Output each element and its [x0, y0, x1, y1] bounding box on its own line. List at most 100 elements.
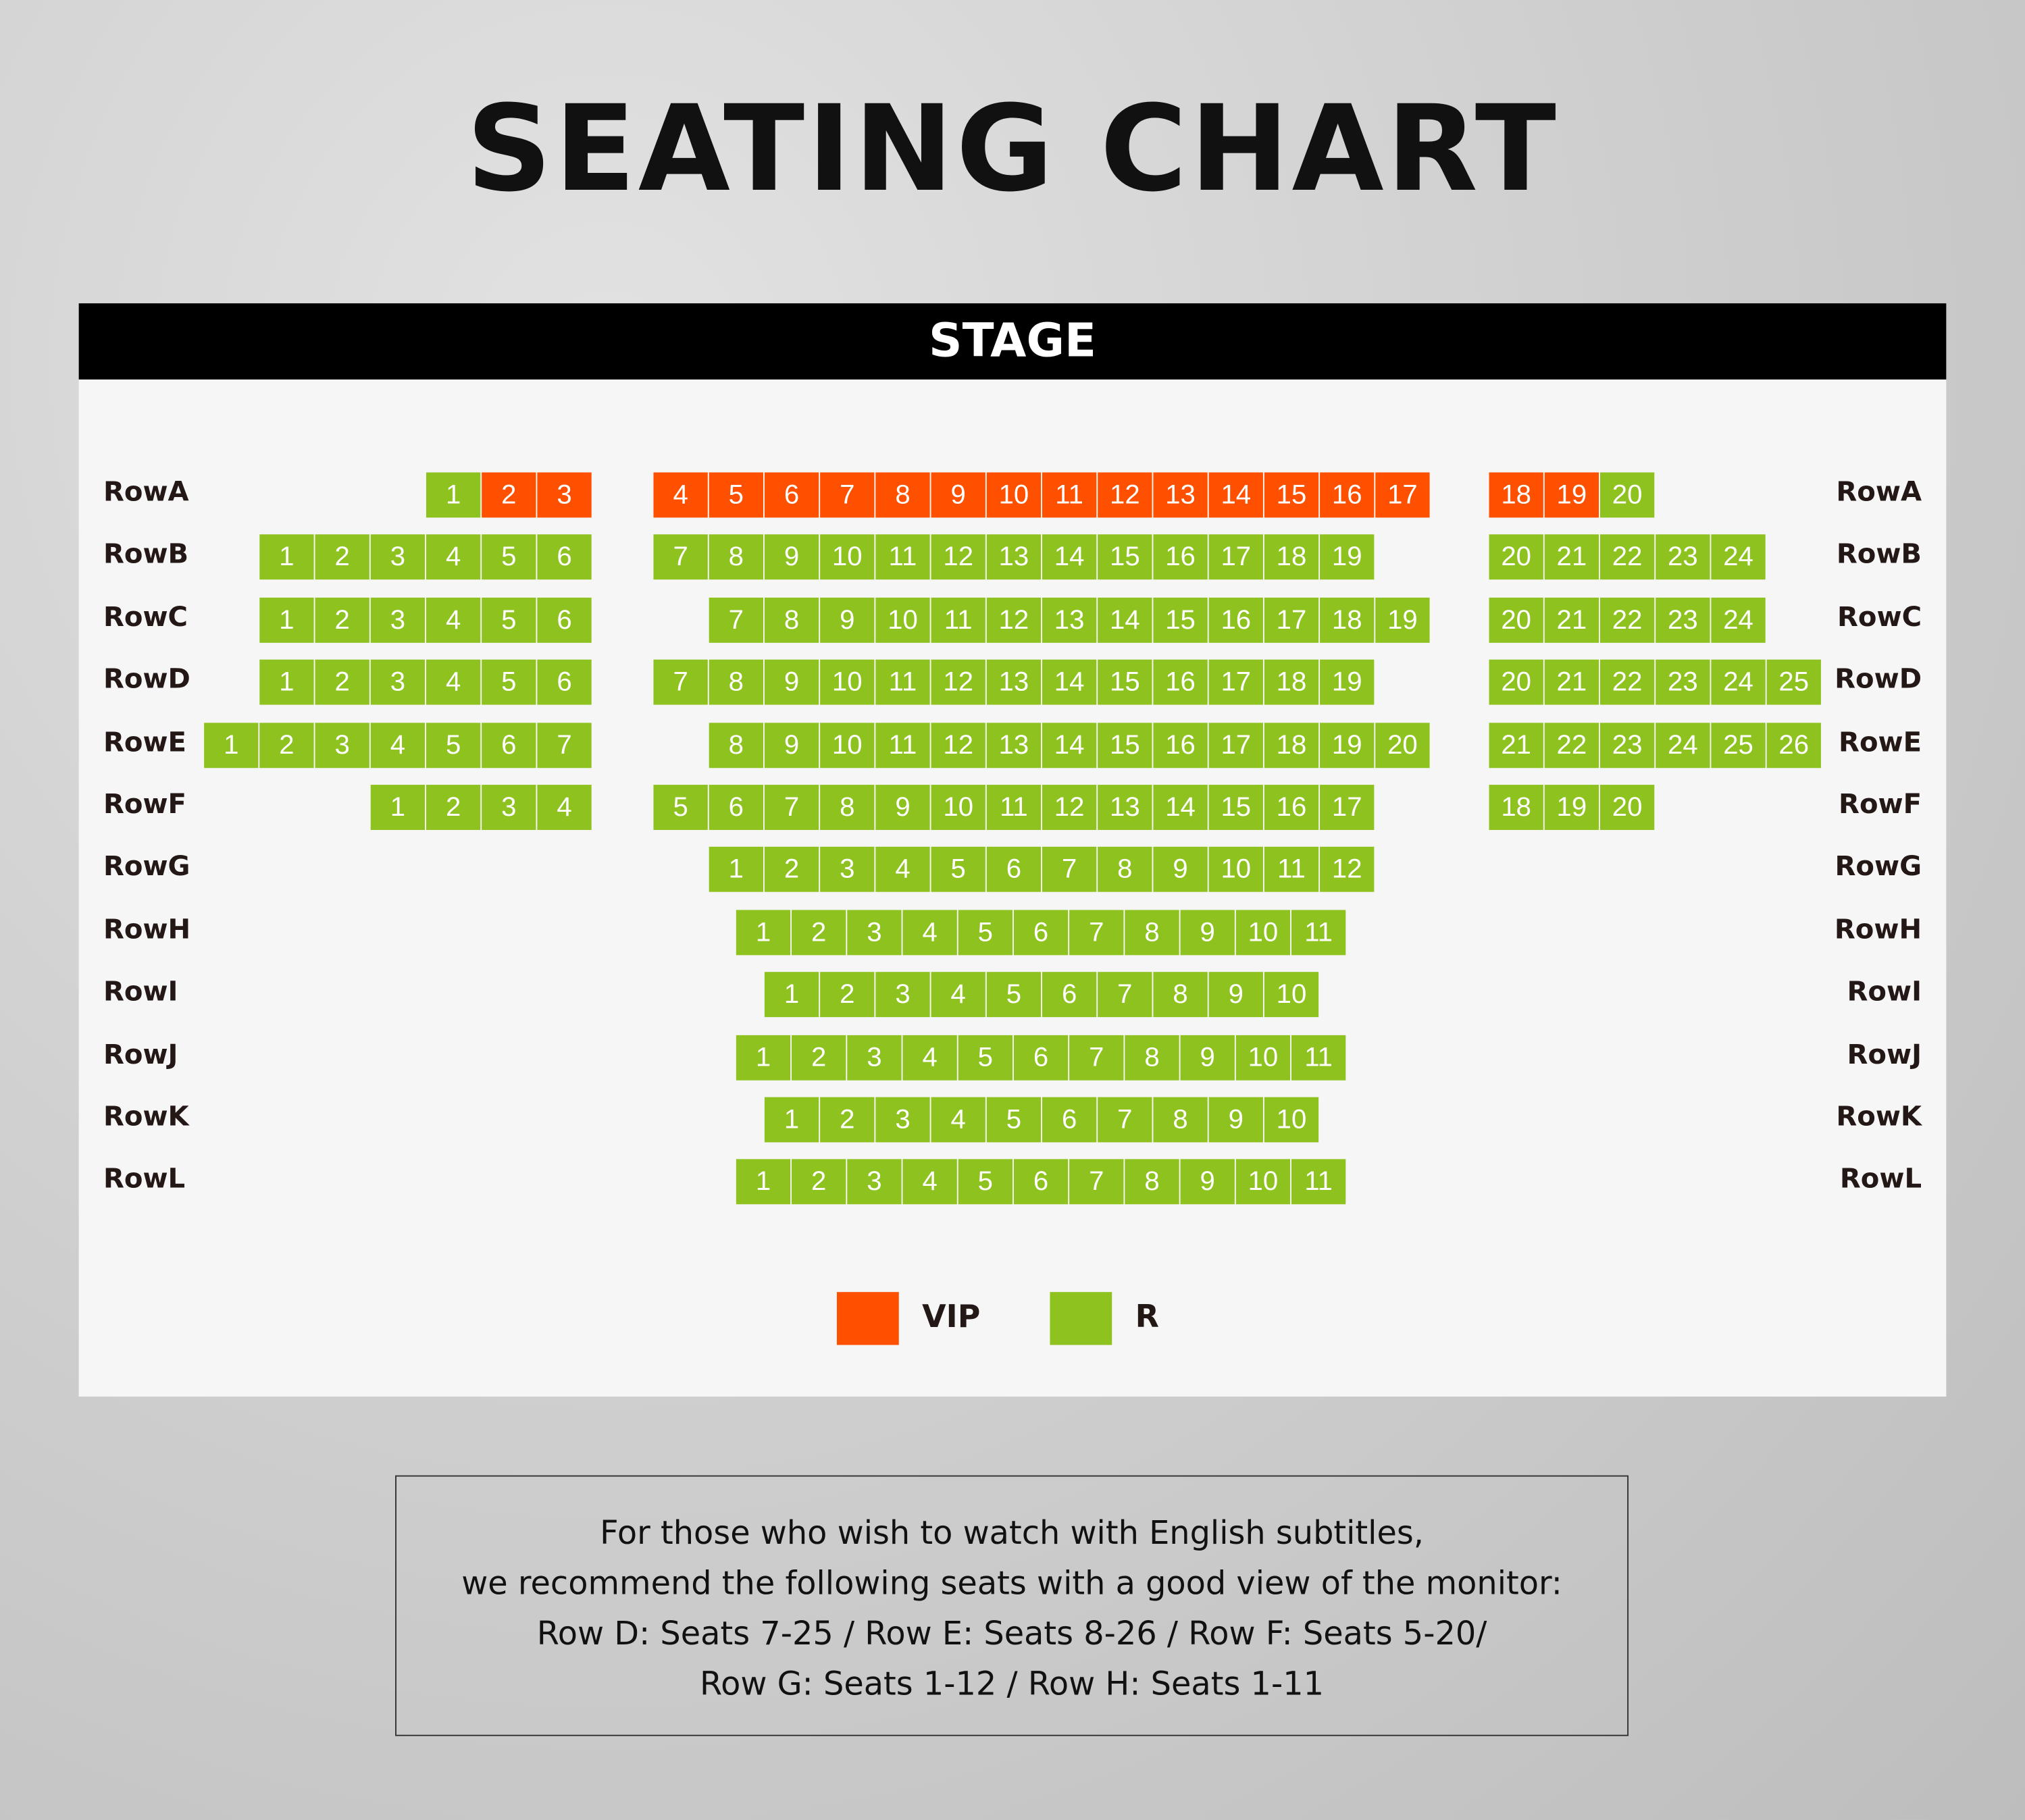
seat-e-25[interactable]: 25	[1711, 722, 1766, 768]
seat-e-3[interactable]: 3	[315, 722, 369, 768]
seat-b-20[interactable]: 20	[1489, 535, 1543, 580]
seat-a-16[interactable]: 16	[1320, 472, 1375, 518]
seat-d-25[interactable]: 25	[1766, 660, 1821, 705]
seat-b-14[interactable]: 14	[1042, 535, 1097, 580]
seat-c-18[interactable]: 18	[1320, 597, 1375, 643]
seat-k-4[interactable]: 4	[931, 1097, 985, 1143]
seat-g-1[interactable]: 1	[709, 847, 763, 893]
seat-f-2[interactable]: 2	[426, 785, 481, 830]
seat-a-1[interactable]: 1	[426, 472, 481, 518]
seat-b-11[interactable]: 11	[875, 535, 930, 580]
seat-h-5[interactable]: 5	[958, 910, 1013, 955]
seat-f-16[interactable]: 16	[1264, 785, 1319, 830]
seat-k-10[interactable]: 10	[1264, 1097, 1319, 1143]
seat-c-2[interactable]: 2	[315, 597, 369, 643]
seat-f-7[interactable]: 7	[764, 785, 819, 830]
seat-d-12[interactable]: 12	[931, 660, 985, 705]
seat-a-14[interactable]: 14	[1208, 472, 1263, 518]
seat-a-5[interactable]: 5	[709, 472, 763, 518]
seat-c-6[interactable]: 6	[537, 597, 592, 643]
seat-d-5[interactable]: 5	[482, 660, 536, 705]
seat-h-11[interactable]: 11	[1291, 910, 1346, 955]
seat-h-2[interactable]: 2	[792, 910, 846, 955]
seat-a-17[interactable]: 17	[1375, 472, 1430, 518]
seat-j-6[interactable]: 6	[1013, 1035, 1069, 1080]
seat-d-13[interactable]: 13	[986, 660, 1042, 705]
seat-e-11[interactable]: 11	[875, 722, 930, 768]
seat-d-7[interactable]: 7	[653, 660, 708, 705]
seat-c-7[interactable]: 7	[709, 597, 763, 643]
seat-d-11[interactable]: 11	[875, 660, 930, 705]
seat-k-1[interactable]: 1	[764, 1097, 819, 1143]
seat-f-10[interactable]: 10	[931, 785, 985, 830]
seat-i-9[interactable]: 9	[1208, 972, 1263, 1018]
seat-d-3[interactable]: 3	[370, 660, 426, 705]
seat-c-1[interactable]: 1	[259, 597, 314, 643]
seat-f-14[interactable]: 14	[1153, 785, 1208, 830]
seat-e-7[interactable]: 7	[537, 722, 592, 768]
seat-c-12[interactable]: 12	[986, 597, 1042, 643]
seat-f-13[interactable]: 13	[1098, 785, 1152, 830]
seat-j-4[interactable]: 4	[902, 1035, 957, 1080]
seat-e-15[interactable]: 15	[1098, 722, 1152, 768]
seat-d-20[interactable]: 20	[1489, 660, 1543, 705]
seat-h-7[interactable]: 7	[1069, 910, 1124, 955]
seat-k-6[interactable]: 6	[1042, 1097, 1097, 1143]
seat-d-2[interactable]: 2	[315, 660, 369, 705]
seat-a-11[interactable]: 11	[1042, 472, 1097, 518]
seat-f-12[interactable]: 12	[1042, 785, 1097, 830]
seat-d-9[interactable]: 9	[764, 660, 819, 705]
seat-a-6[interactable]: 6	[764, 472, 819, 518]
seat-e-4[interactable]: 4	[370, 722, 426, 768]
seat-a-20[interactable]: 20	[1599, 472, 1655, 518]
seat-l-7[interactable]: 7	[1069, 1160, 1124, 1205]
seat-d-18[interactable]: 18	[1264, 660, 1319, 705]
seat-i-5[interactable]: 5	[986, 972, 1042, 1018]
seat-d-22[interactable]: 22	[1599, 660, 1655, 705]
seat-a-18[interactable]: 18	[1489, 472, 1543, 518]
seat-f-5[interactable]: 5	[653, 785, 708, 830]
seat-e-26[interactable]: 26	[1766, 722, 1821, 768]
seat-a-15[interactable]: 15	[1264, 472, 1319, 518]
seat-e-1[interactable]: 1	[204, 722, 259, 768]
seat-f-1[interactable]: 1	[370, 785, 426, 830]
seat-d-15[interactable]: 15	[1098, 660, 1152, 705]
seat-g-5[interactable]: 5	[931, 847, 985, 893]
seat-g-11[interactable]: 11	[1264, 847, 1319, 893]
seat-l-1[interactable]: 1	[736, 1160, 791, 1205]
seat-f-18[interactable]: 18	[1489, 785, 1543, 830]
seat-e-5[interactable]: 5	[426, 722, 481, 768]
seat-b-4[interactable]: 4	[426, 535, 481, 580]
seat-b-2[interactable]: 2	[315, 535, 369, 580]
seat-c-22[interactable]: 22	[1599, 597, 1655, 643]
seat-f-9[interactable]: 9	[875, 785, 930, 830]
seat-k-7[interactable]: 7	[1098, 1097, 1152, 1143]
seat-d-21[interactable]: 21	[1544, 660, 1599, 705]
seat-f-15[interactable]: 15	[1208, 785, 1263, 830]
seat-g-6[interactable]: 6	[986, 847, 1042, 893]
seat-g-10[interactable]: 10	[1208, 847, 1263, 893]
seat-e-18[interactable]: 18	[1264, 722, 1319, 768]
seat-e-20[interactable]: 20	[1375, 722, 1430, 768]
seat-a-8[interactable]: 8	[875, 472, 930, 518]
seat-f-4[interactable]: 4	[537, 785, 592, 830]
seat-a-9[interactable]: 9	[931, 472, 985, 518]
seat-g-3[interactable]: 3	[820, 847, 875, 893]
seat-b-17[interactable]: 17	[1208, 535, 1263, 580]
seat-f-3[interactable]: 3	[482, 785, 536, 830]
seat-h-1[interactable]: 1	[736, 910, 791, 955]
seat-c-11[interactable]: 11	[931, 597, 985, 643]
seat-h-9[interactable]: 9	[1180, 910, 1235, 955]
seat-e-9[interactable]: 9	[764, 722, 819, 768]
seat-j-5[interactable]: 5	[958, 1035, 1013, 1080]
seat-c-3[interactable]: 3	[370, 597, 426, 643]
seat-g-2[interactable]: 2	[764, 847, 819, 893]
seat-e-19[interactable]: 19	[1320, 722, 1375, 768]
seat-c-10[interactable]: 10	[875, 597, 930, 643]
seat-a-10[interactable]: 10	[986, 472, 1042, 518]
seat-g-12[interactable]: 12	[1320, 847, 1375, 893]
seat-j-9[interactable]: 9	[1180, 1035, 1235, 1080]
seat-b-8[interactable]: 8	[709, 535, 763, 580]
seat-h-10[interactable]: 10	[1235, 910, 1291, 955]
seat-d-10[interactable]: 10	[820, 660, 875, 705]
